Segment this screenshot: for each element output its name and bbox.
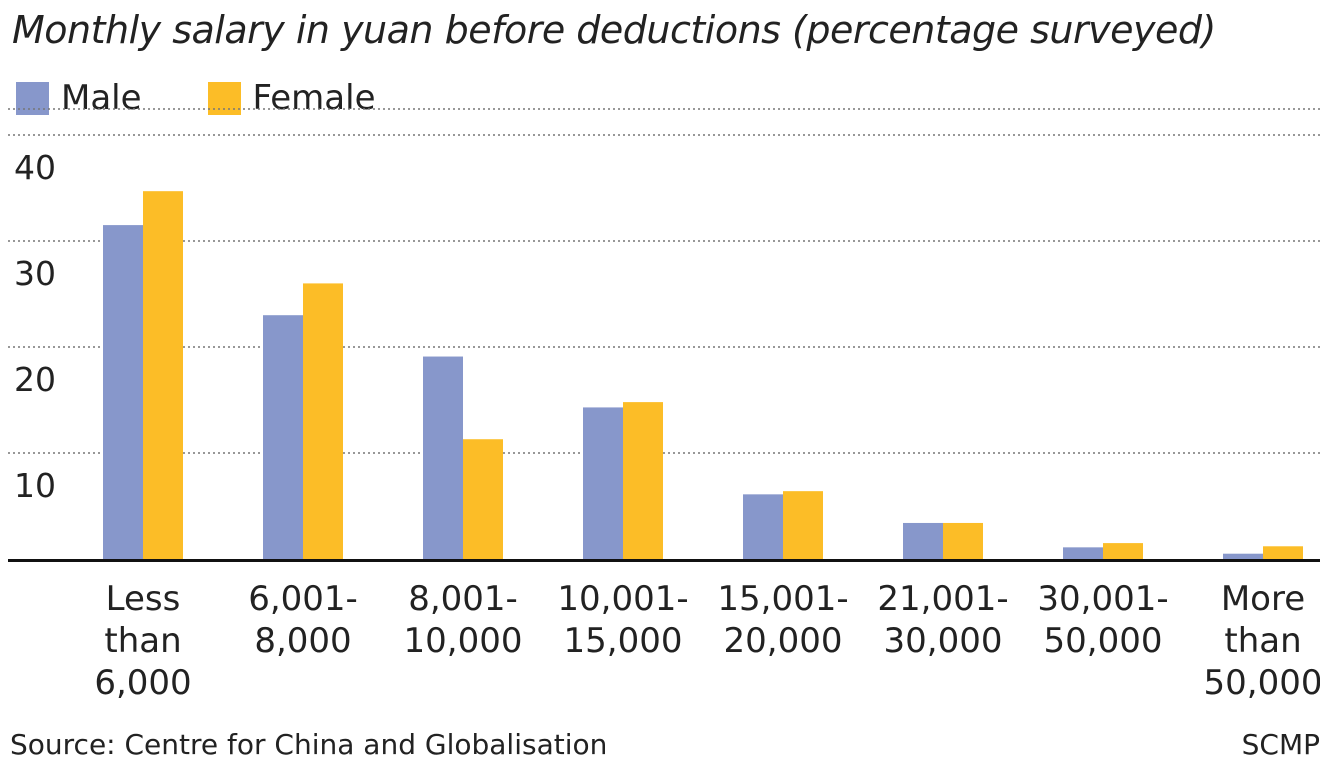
- source-note: Source: Centre for China and Globalisati…: [10, 728, 608, 761]
- bar-chart: 10203040Lessthan6,0006,001-8,0008,001-10…: [8, 108, 1320, 703]
- legend: Male Female: [16, 78, 441, 118]
- x-tick-label-2-line-0: 8,001-: [408, 579, 518, 619]
- credit-label: SCMP: [1241, 728, 1320, 761]
- bar-male-6: [1063, 547, 1103, 559]
- x-tick-label-3-line-1: 15,000: [564, 621, 683, 661]
- bar-female-3: [623, 402, 663, 559]
- bar-female-1: [303, 283, 343, 559]
- legend-item-female: Female: [207, 78, 376, 118]
- bar-male-1: [263, 315, 303, 559]
- bar-male-5: [903, 522, 943, 559]
- bar-male-7: [1223, 553, 1263, 559]
- bar-male-0: [103, 225, 143, 559]
- y-tick-label-10: 10: [14, 466, 56, 505]
- x-tick-label-4-line-0: 15,001-: [717, 579, 848, 619]
- x-tick-label-4-line-1: 20,000: [724, 621, 843, 661]
- x-tick-label-5-line-0: 21,001-: [877, 579, 1008, 619]
- x-tick-label-0-line-1: than: [104, 621, 181, 661]
- bar-female-0: [143, 191, 183, 559]
- bar-male-4: [743, 494, 783, 559]
- legend-label-female: Female: [252, 78, 376, 118]
- x-tick-label-2-line-1: 10,000: [404, 621, 523, 661]
- x-tick-label-1-line-0: 6,001-: [248, 579, 358, 619]
- x-tick-label-0-line-2: 6,000: [94, 663, 191, 703]
- x-tick-label-7-line-2: 50,000: [1204, 663, 1320, 703]
- y-tick-label-40: 40: [14, 148, 56, 187]
- bar-male-2: [423, 356, 463, 559]
- bar-male-3: [583, 407, 623, 559]
- x-tick-label-1-line-1: 8,000: [254, 621, 351, 661]
- bar-female-5: [943, 522, 983, 559]
- x-tick-label-6-line-1: 50,000: [1044, 621, 1163, 661]
- bar-female-7: [1263, 546, 1303, 559]
- legend-label-male: Male: [61, 78, 142, 118]
- legend-item-male: Male: [16, 78, 142, 118]
- bar-female-2: [463, 439, 503, 559]
- x-tick-label-0-line-0: Less: [106, 579, 181, 619]
- y-tick-label-20: 20: [14, 360, 56, 399]
- x-tick-label-7-line-0: More: [1221, 579, 1305, 619]
- x-tick-label-3-line-0: 10,001-: [557, 579, 688, 619]
- x-tick-label-6-line-0: 30,001-: [1037, 579, 1168, 619]
- chart-title: Monthly salary in yuan before deductions…: [12, 8, 1216, 52]
- bar-female-6: [1103, 543, 1143, 559]
- x-tick-label-7-line-1: than: [1224, 621, 1301, 661]
- x-tick-label-5-line-1: 30,000: [884, 621, 1003, 661]
- y-tick-label-30: 30: [14, 254, 56, 293]
- bar-female-4: [783, 491, 823, 559]
